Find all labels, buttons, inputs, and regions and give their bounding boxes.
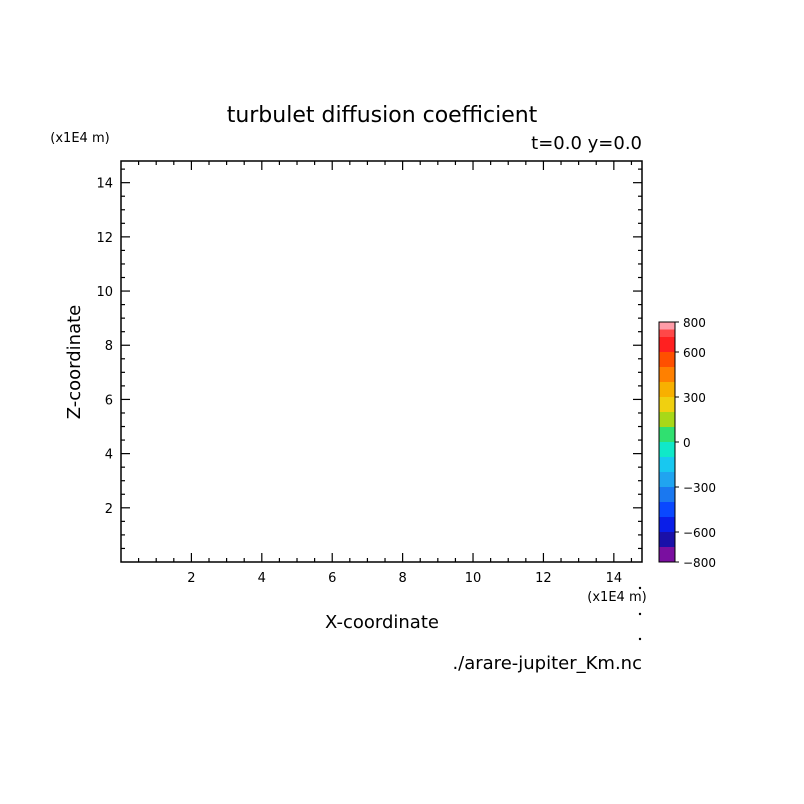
colorbar-cell (659, 502, 675, 517)
colorbar-cell (659, 412, 675, 427)
colorbar-cell (659, 457, 675, 472)
y-tick-label: 8 (105, 339, 113, 354)
colorbar-cell (659, 322, 675, 330)
x-tick-label: 6 (328, 571, 336, 586)
colorbar-cell (659, 487, 675, 502)
x-tick-label: 2 (187, 571, 195, 586)
y-tick-label: 4 (105, 448, 113, 463)
colorbar-cell (659, 382, 675, 397)
plot-area: 2 4 6 8 10 12 14 2 4 6 8 10 12 14 (96, 160, 643, 586)
colorbar-cell (659, 367, 675, 382)
chart-title: turbulet diffusion coefficient (227, 103, 538, 128)
y-tick-label: 6 (105, 393, 113, 408)
colorbar-cell (659, 472, 675, 487)
colorbar-ticks: 800 600 300 0 −300 −600 −800 (675, 316, 716, 570)
colorbar-cell (659, 352, 675, 367)
colorbar-cell (659, 442, 675, 457)
colorbar-cell (659, 329, 675, 337)
chart-subtitle: t=0.0 y=0.0 (531, 133, 642, 154)
colorbar-cell (659, 337, 675, 352)
colorbar: 800 600 300 0 −300 −600 −800 (658, 316, 716, 570)
colorbar-cell (659, 547, 675, 562)
y-tick-label: 2 (105, 502, 113, 517)
source-filename: ./arare-jupiter_Km.nc (452, 653, 642, 674)
colorbar-cells (659, 322, 675, 562)
x-tick-label: 10 (465, 571, 482, 586)
x-tick-label: 4 (258, 571, 266, 586)
x-axis-ticks: 2 4 6 8 10 12 14 (138, 161, 633, 586)
colorbar-tick-label: 300 (683, 391, 706, 405)
x-tick-label: 12 (535, 571, 552, 586)
y-tick-label: 10 (96, 285, 113, 300)
marker-dots (638, 586, 642, 641)
colorbar-tick-label: −600 (683, 526, 716, 540)
y-axis-ticks: 2 4 6 8 10 12 14 (96, 168, 642, 550)
colorbar-tick-label: −800 (683, 556, 716, 570)
x-tick-label: 14 (606, 571, 623, 586)
colorbar-tick-label: −300 (683, 481, 716, 495)
x-axis-label: X-coordinate (325, 612, 439, 633)
x-tick-label: 8 (398, 571, 406, 586)
colorbar-cell (659, 427, 675, 442)
marker-dot (638, 637, 642, 641)
x-axis-unit-label: (x1E4 m) (587, 590, 646, 605)
colorbar-cell (659, 532, 675, 547)
plot-frame (120, 160, 643, 563)
y-tick-label: 14 (96, 177, 113, 192)
colorbar-tick-label: 600 (683, 346, 706, 360)
colorbar-cell (659, 517, 675, 532)
y-axis-label: Z-coordinate (64, 305, 85, 420)
colorbar-tick-label: 0 (683, 436, 691, 450)
colorbar-tick-label: 800 (683, 316, 706, 330)
y-tick-label: 12 (96, 231, 113, 246)
marker-dot (638, 612, 642, 616)
marker-dot (638, 586, 642, 590)
colorbar-cell (659, 397, 675, 412)
y-axis-unit-label: (x1E4 m) (50, 131, 109, 146)
